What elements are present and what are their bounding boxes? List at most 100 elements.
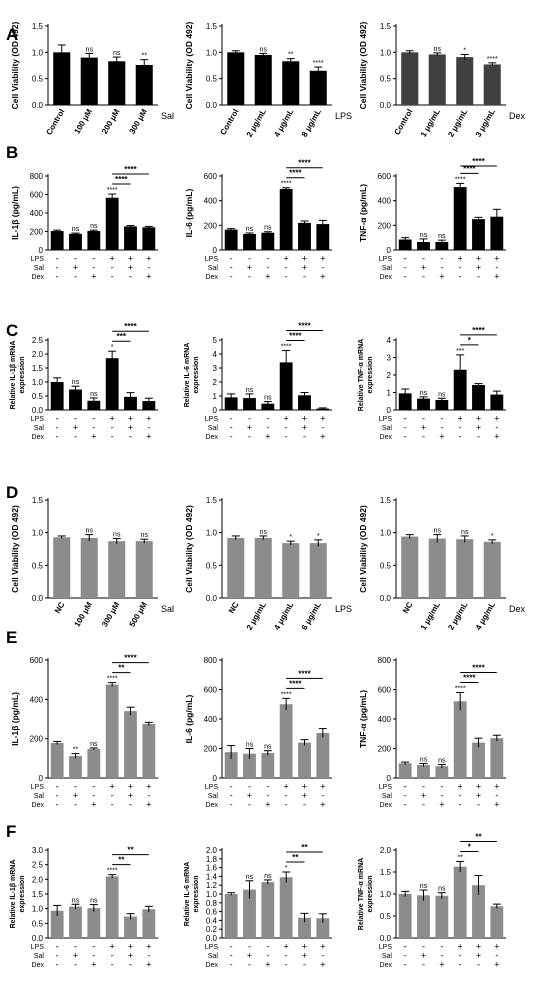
x-tick-label: 100 μM <box>73 600 95 628</box>
condition-mark: - <box>56 272 59 282</box>
condition-row-label: Sal <box>34 793 45 800</box>
condition-mark: - <box>248 942 251 952</box>
bar <box>456 57 474 105</box>
condition-mark: + <box>421 951 426 961</box>
condition-row-label: LPS <box>205 416 219 423</box>
condition-row-label: Dex <box>206 274 219 281</box>
x-tick-label: NC <box>227 600 241 615</box>
condition-mark: - <box>303 272 306 282</box>
y-tick-label: 0 <box>213 774 218 783</box>
bar <box>80 537 98 598</box>
condition-mark: + <box>247 791 252 801</box>
significance-label: ns <box>420 757 428 764</box>
condition-mark: + <box>458 414 463 424</box>
x-tick-label: 4 μg/mL <box>272 600 295 631</box>
condition-mark: - <box>422 254 425 264</box>
condition-mark: + <box>247 263 252 273</box>
condition-mark: - <box>459 272 462 282</box>
y-tick-label: 1.0 <box>32 378 44 387</box>
condition-mark: - <box>285 272 288 282</box>
y-tick-label: 400 <box>378 197 392 206</box>
condition-row-label: LPS <box>205 944 219 951</box>
bar <box>108 61 126 105</box>
bar <box>456 539 474 598</box>
significance-label: * <box>285 865 288 872</box>
condition-mark: - <box>495 423 498 433</box>
y-tick-label: 2.5 <box>32 336 44 345</box>
bar <box>261 882 275 938</box>
significance-label: ns <box>420 390 428 397</box>
condition-mark: + <box>302 942 307 952</box>
condition-mark: + <box>494 782 499 792</box>
bracket-label: **** <box>289 332 302 341</box>
chart-18: 0.0 0.5 1.0 1.5 2.0 Relative TNF-α mRNA expres… <box>358 832 506 970</box>
chart-7: 0.0 0.5 1.0 1.5 2.0 2.5 Relative IL-1β mRNA exp… <box>10 322 158 442</box>
condition-mark: - <box>404 263 407 273</box>
bar <box>490 394 504 410</box>
condition-mark: - <box>111 423 114 433</box>
condition-mark: - <box>74 254 77 264</box>
condition-mark: - <box>459 800 462 810</box>
y-tick-label: 1.0 <box>206 48 218 57</box>
y-tick-label: 2.0 <box>380 846 392 855</box>
bar <box>254 54 272 105</box>
y-axis-label: Cell Viability (OD 492) <box>184 505 194 593</box>
condition-mark: - <box>111 800 114 810</box>
condition-mark: - <box>56 960 59 970</box>
condition-mark: + <box>476 782 481 792</box>
bar <box>435 400 449 410</box>
condition-mark: - <box>248 254 251 264</box>
condition-mark: + <box>320 254 325 264</box>
condition-mark: + <box>320 800 325 810</box>
condition-mark: - <box>404 782 407 792</box>
condition-mark: - <box>285 960 288 970</box>
y-tick-label: 1 <box>213 392 218 401</box>
condition-mark: - <box>422 960 425 970</box>
bar <box>483 541 501 598</box>
condition-mark: - <box>303 800 306 810</box>
bar <box>428 54 446 105</box>
significance-label: ns <box>260 46 268 53</box>
y-axis-label: Relative IL-6 mRNA expression <box>184 862 200 927</box>
condition-mark: - <box>285 263 288 273</box>
bar <box>261 232 275 250</box>
y-axis-label-line: expression <box>193 357 200 394</box>
condition-row-label: LPS <box>205 784 219 791</box>
y-tick-label: 0.0 <box>206 101 218 110</box>
condition-mark: + <box>128 782 133 792</box>
bracket-label: **** <box>472 663 485 672</box>
condition-mark: + <box>476 254 481 264</box>
y-tick-label: 1.5 <box>380 868 392 877</box>
bar <box>417 895 430 938</box>
y-tick-label: 0 <box>213 406 218 415</box>
bar <box>50 231 64 250</box>
bracket-label: **** <box>289 679 302 688</box>
bracket-label: **** <box>472 326 485 335</box>
y-axis-label: Relative IL-1β mRNA expression <box>10 860 26 929</box>
bar <box>298 395 311 410</box>
significance-label: ns <box>438 233 446 240</box>
condition-mark: + <box>146 960 151 970</box>
bar <box>483 64 501 105</box>
significance-label: ns <box>438 757 446 764</box>
condition-mark: + <box>302 951 307 961</box>
condition-mark: - <box>56 414 59 424</box>
bracket-label: ** <box>475 832 482 841</box>
condition-mark: - <box>230 791 233 801</box>
condition-row-label: Sal <box>208 425 219 432</box>
condition-mark: + <box>302 782 307 792</box>
condition-row-label: LPS <box>379 416 393 423</box>
y-axis-label: IL-1β (pg/mL) <box>10 692 20 746</box>
significance-label: ns <box>90 741 98 748</box>
condition-mark: - <box>129 272 132 282</box>
condition-mark: - <box>230 263 233 273</box>
condition-mark: - <box>92 942 95 952</box>
bar <box>316 918 330 938</box>
y-tick-label: 600 <box>30 191 44 200</box>
bar <box>279 362 293 410</box>
significance-label: **** <box>281 181 292 188</box>
chart-1: 0.0 0.5 1.0 1.5 Cell Viability (OD 492) ns ns *… <box>10 21 174 136</box>
condition-mark: - <box>477 272 480 282</box>
y-axis-label-line: expression <box>367 357 374 394</box>
